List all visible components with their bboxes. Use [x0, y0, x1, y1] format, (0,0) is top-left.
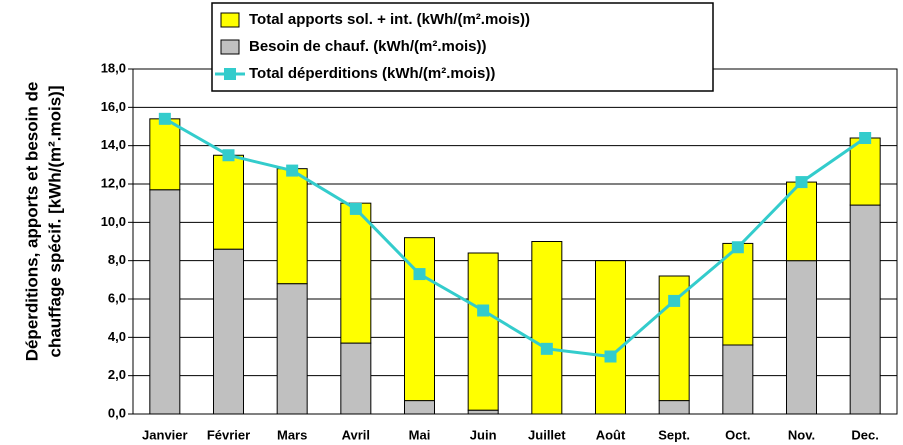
- y-tick-label: 0,0: [108, 405, 126, 420]
- bar: [276, 283, 308, 415]
- line-marker: [158, 112, 171, 125]
- legend-label: Besoin de chauf. (kWh/(m².mois)): [249, 38, 487, 55]
- x-tick-label: Juillet: [528, 427, 566, 442]
- y-axis-title: Déperditions, apports et besoin de: [22, 82, 41, 362]
- bar: [595, 260, 626, 415]
- x-tick-label: Août: [596, 427, 626, 442]
- line-marker: [349, 202, 362, 215]
- y-tick-label: 10,0: [101, 214, 126, 229]
- bar: [849, 137, 881, 206]
- x-tick-label: Sept.: [658, 427, 690, 442]
- line-marker: [413, 268, 426, 281]
- bar: [340, 202, 372, 344]
- x-tick-label: Oct.: [725, 427, 750, 442]
- line-marker: [859, 132, 872, 144]
- y-tick-label: 14,0: [101, 137, 126, 152]
- y-tick-label: 8,0: [108, 252, 126, 267]
- bar: [340, 342, 372, 415]
- y-tick-label: 2,0: [108, 367, 126, 382]
- line-marker: [795, 176, 808, 189]
- line-marker: [604, 350, 617, 363]
- bar: [786, 181, 817, 262]
- line-marker: [731, 241, 744, 254]
- line-marker: [540, 342, 553, 355]
- bar: [722, 344, 754, 415]
- plot-area: [132, 68, 898, 415]
- line-marker: [222, 149, 235, 162]
- bar: [849, 204, 881, 415]
- x-tick-label: Avril: [342, 427, 370, 442]
- y-tick-label: 18,0: [101, 60, 126, 75]
- bar: [786, 260, 817, 415]
- line: [164, 117, 867, 359]
- y-tick-label: 16,0: [101, 99, 126, 114]
- y-tick-label: 6,0: [108, 290, 126, 305]
- x-tick-label: Février: [207, 427, 250, 442]
- line-marker: [286, 164, 299, 177]
- bar: [722, 242, 754, 346]
- bar: [658, 275, 690, 402]
- legend-marker: [224, 68, 236, 80]
- bar: [276, 168, 308, 285]
- y-axis-title: chauffage spécif. [kWh/(m².mois)]: [45, 85, 64, 357]
- bar: [467, 252, 499, 411]
- bar: [149, 118, 181, 191]
- line-marker: [668, 294, 681, 307]
- bar: [213, 154, 244, 250]
- x-tick-label: Mai: [409, 427, 431, 442]
- x-tick-label: Janvier: [142, 427, 188, 442]
- x-tick-label: Mars: [277, 427, 307, 442]
- legend-swatch: [220, 12, 240, 28]
- bar: [531, 241, 563, 415]
- bar: [149, 189, 181, 415]
- legend-box: [211, 2, 714, 92]
- bar: [658, 400, 690, 415]
- legend-label: Total déperditions (kWh/(m².mois)): [249, 65, 495, 82]
- bar: [213, 248, 244, 415]
- y-tick-label: 12,0: [101, 175, 126, 190]
- line-marker: [477, 304, 490, 317]
- x-tick-label: Juin: [470, 427, 497, 442]
- bar: [467, 409, 499, 415]
- x-tick-label: Nov.: [788, 427, 815, 442]
- bar: [404, 400, 435, 415]
- legend-swatch: [220, 39, 240, 55]
- x-tick-label: Dec.: [851, 427, 878, 442]
- y-tick-label: 4,0: [108, 329, 126, 344]
- legend-label: Total apports sol. + int. (kWh/(m².mois)…: [249, 11, 530, 28]
